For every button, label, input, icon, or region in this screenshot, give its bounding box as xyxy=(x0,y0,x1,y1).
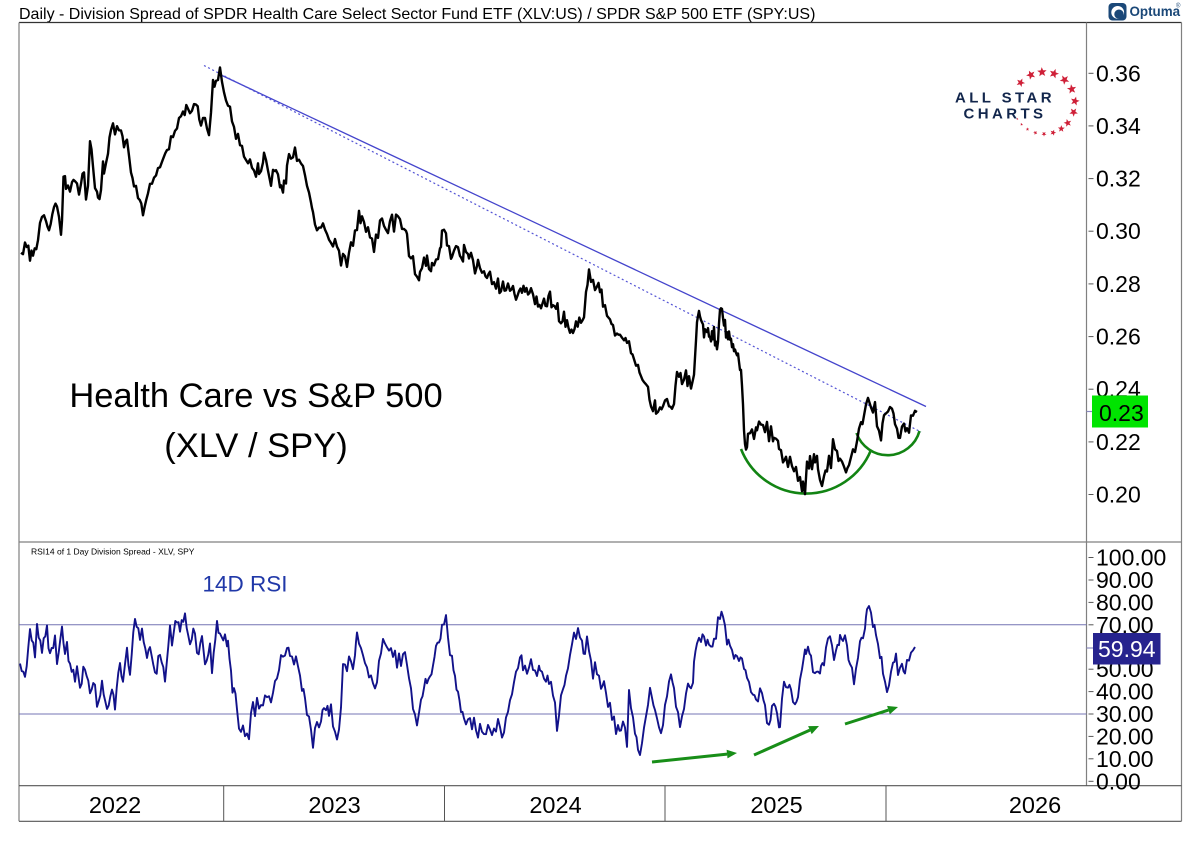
svg-text:RSI14 of 1 Day Division Spread: RSI14 of 1 Day Division Spread - XLV, SP… xyxy=(31,547,195,557)
svg-text:2024: 2024 xyxy=(529,792,581,818)
svg-text:Optuma: Optuma xyxy=(1130,4,1181,19)
svg-text:80.00: 80.00 xyxy=(1096,589,1154,615)
svg-text:Daily - Division Spread of SPD: Daily - Division Spread of SPDR Health C… xyxy=(19,6,815,23)
svg-text:2026: 2026 xyxy=(1009,792,1061,818)
svg-text:2022: 2022 xyxy=(89,792,141,818)
svg-text:2025: 2025 xyxy=(750,792,802,818)
svg-text:14D RSI: 14D RSI xyxy=(202,572,287,597)
svg-text:CHARTS: CHARTS xyxy=(964,106,1047,123)
svg-text:100.00: 100.00 xyxy=(1096,545,1166,571)
svg-text:0.34: 0.34 xyxy=(1096,113,1141,139)
svg-text:30.00: 30.00 xyxy=(1096,701,1154,727)
svg-text:90.00: 90.00 xyxy=(1096,567,1154,593)
svg-text:0.32: 0.32 xyxy=(1096,166,1141,192)
svg-text:40.00: 40.00 xyxy=(1096,679,1154,705)
svg-text:0.36: 0.36 xyxy=(1096,60,1141,86)
svg-text:0.30: 0.30 xyxy=(1096,218,1141,244)
svg-text:0.00: 0.00 xyxy=(1096,768,1141,794)
svg-text:Health Care vs S&P 500: Health Care vs S&P 500 xyxy=(69,377,442,415)
svg-text:0.23: 0.23 xyxy=(1099,400,1144,426)
svg-text:20.00: 20.00 xyxy=(1096,723,1154,749)
svg-text:0.28: 0.28 xyxy=(1096,271,1141,297)
svg-text:®: ® xyxy=(1176,3,1181,10)
svg-text:0.22: 0.22 xyxy=(1096,429,1141,455)
svg-text:(XLV / SPY): (XLV / SPY) xyxy=(164,427,347,465)
svg-text:0.26: 0.26 xyxy=(1096,324,1141,350)
svg-text:10.00: 10.00 xyxy=(1096,746,1154,772)
svg-text:2023: 2023 xyxy=(308,792,360,818)
svg-text:0.20: 0.20 xyxy=(1096,482,1141,508)
svg-text:59.94: 59.94 xyxy=(1098,636,1156,662)
svg-text:ALL STAR: ALL STAR xyxy=(955,90,1055,107)
